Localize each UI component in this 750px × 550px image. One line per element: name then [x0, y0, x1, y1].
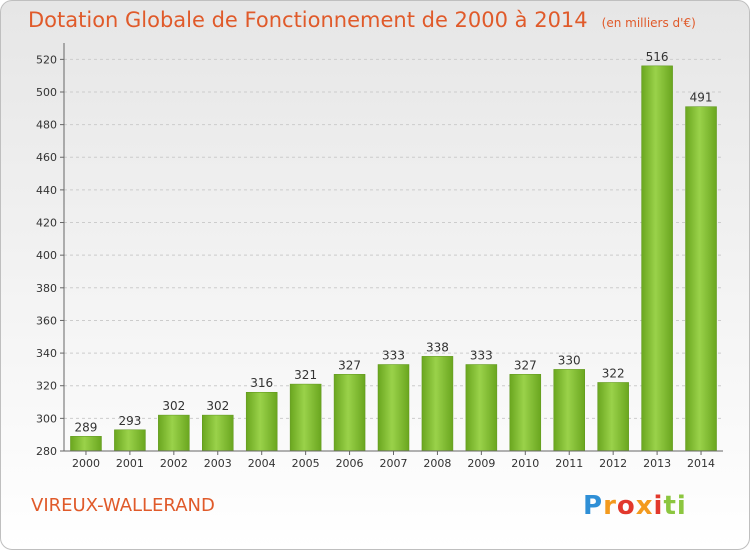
y-axis: 280 300 320 340 360 380 400 420 440 460 480 500 520 — [36, 43, 65, 458]
y-tick-label: 440 — [36, 184, 57, 197]
data-label-2011: 330 — [558, 353, 581, 367]
bar-2010 — [509, 374, 542, 452]
y-tick-label: 400 — [36, 249, 57, 262]
chart-title: Dotation Globale de Fonctionnement de 20… — [28, 8, 696, 32]
x-tick-label: 2008 — [423, 457, 451, 470]
y-tick-label: 460 — [36, 151, 57, 164]
bar-2005 — [289, 383, 322, 452]
x-tick-label: 2013 — [643, 457, 671, 470]
proxiti-logo: Proxiti — [583, 491, 687, 521]
logo-letter: i — [653, 491, 664, 521]
bar-2000 — [70, 436, 102, 452]
bar-2001 — [114, 429, 146, 452]
x-axis: 2000 2001 2002 2003 2004 2005 2006 2007 2008 2009… — [64, 450, 723, 470]
x-tick-label: 2002 — [160, 457, 188, 470]
y-tick-label: 420 — [36, 217, 57, 230]
y-tick-label: 360 — [36, 314, 57, 327]
bar-2012 — [597, 382, 629, 452]
data-label-2006: 327 — [338, 358, 361, 372]
x-tick-label: 2011 — [555, 457, 583, 470]
logo-letter: P — [583, 491, 604, 521]
bar-2006 — [333, 374, 366, 452]
bar-2007 — [377, 364, 410, 452]
data-label-2002: 302 — [162, 399, 185, 413]
data-label-2004: 316 — [250, 376, 273, 390]
x-tick-label: 2001 — [116, 457, 144, 470]
bar-2004 — [245, 391, 278, 452]
bar-2011 — [553, 369, 585, 452]
data-label-2014: 491 — [690, 91, 713, 105]
bar-2009 — [465, 364, 498, 452]
bars: 289 293 302 302 316 321 327 333 338 333 327 330 322 5… — [70, 50, 717, 452]
y-tick-label: 340 — [36, 347, 57, 360]
bar-2008 — [421, 356, 454, 452]
data-label-2012: 322 — [602, 366, 625, 380]
y-tick-label: 380 — [36, 282, 57, 295]
data-label-2007: 333 — [382, 349, 405, 363]
logo-letter: x — [635, 491, 654, 521]
data-label-2010: 327 — [514, 358, 537, 372]
x-tick-label: 2012 — [599, 457, 627, 470]
chart-title-text: Dotation Globale de Fonctionnement de 20… — [28, 8, 588, 32]
logo-letter: t — [663, 491, 677, 521]
bar-2002 — [158, 414, 190, 452]
y-tick-label: 320 — [36, 380, 57, 393]
x-tick-label: 2003 — [204, 457, 232, 470]
y-tick-label: 280 — [36, 445, 57, 458]
x-tick-label: 2014 — [687, 457, 715, 470]
y-tick-label: 300 — [36, 412, 57, 425]
data-label-2008: 338 — [426, 340, 449, 354]
bar-2013 — [641, 65, 673, 452]
data-label-2000: 289 — [75, 420, 98, 434]
logo-letter: r — [603, 491, 617, 521]
x-tick-label: 2005 — [292, 457, 320, 470]
x-tick-label: 2009 — [467, 457, 495, 470]
data-label-2013: 516 — [646, 50, 669, 64]
x-tick-label: 2004 — [248, 457, 276, 470]
commune-name: VIREUX-WALLERAND — [31, 495, 215, 516]
x-tick-label: 2000 — [72, 457, 100, 470]
bar-2014 — [685, 106, 717, 452]
data-label-2003: 302 — [206, 399, 229, 413]
data-label-2001: 293 — [118, 414, 141, 428]
logo-letter: i — [676, 491, 687, 521]
y-tick-label: 500 — [36, 86, 57, 99]
y-tick-label: 480 — [36, 119, 57, 132]
data-label-2005: 321 — [294, 368, 317, 382]
bar-2003 — [202, 414, 234, 452]
x-tick-label: 2006 — [336, 457, 364, 470]
y-tick-label: 520 — [36, 53, 57, 66]
x-tick-label: 2010 — [511, 457, 539, 470]
x-tick-label: 2007 — [380, 457, 408, 470]
data-label-2009: 333 — [470, 349, 493, 363]
chart-unit-label: (en milliers d'€) — [601, 16, 696, 30]
logo-letter: o — [616, 491, 636, 521]
